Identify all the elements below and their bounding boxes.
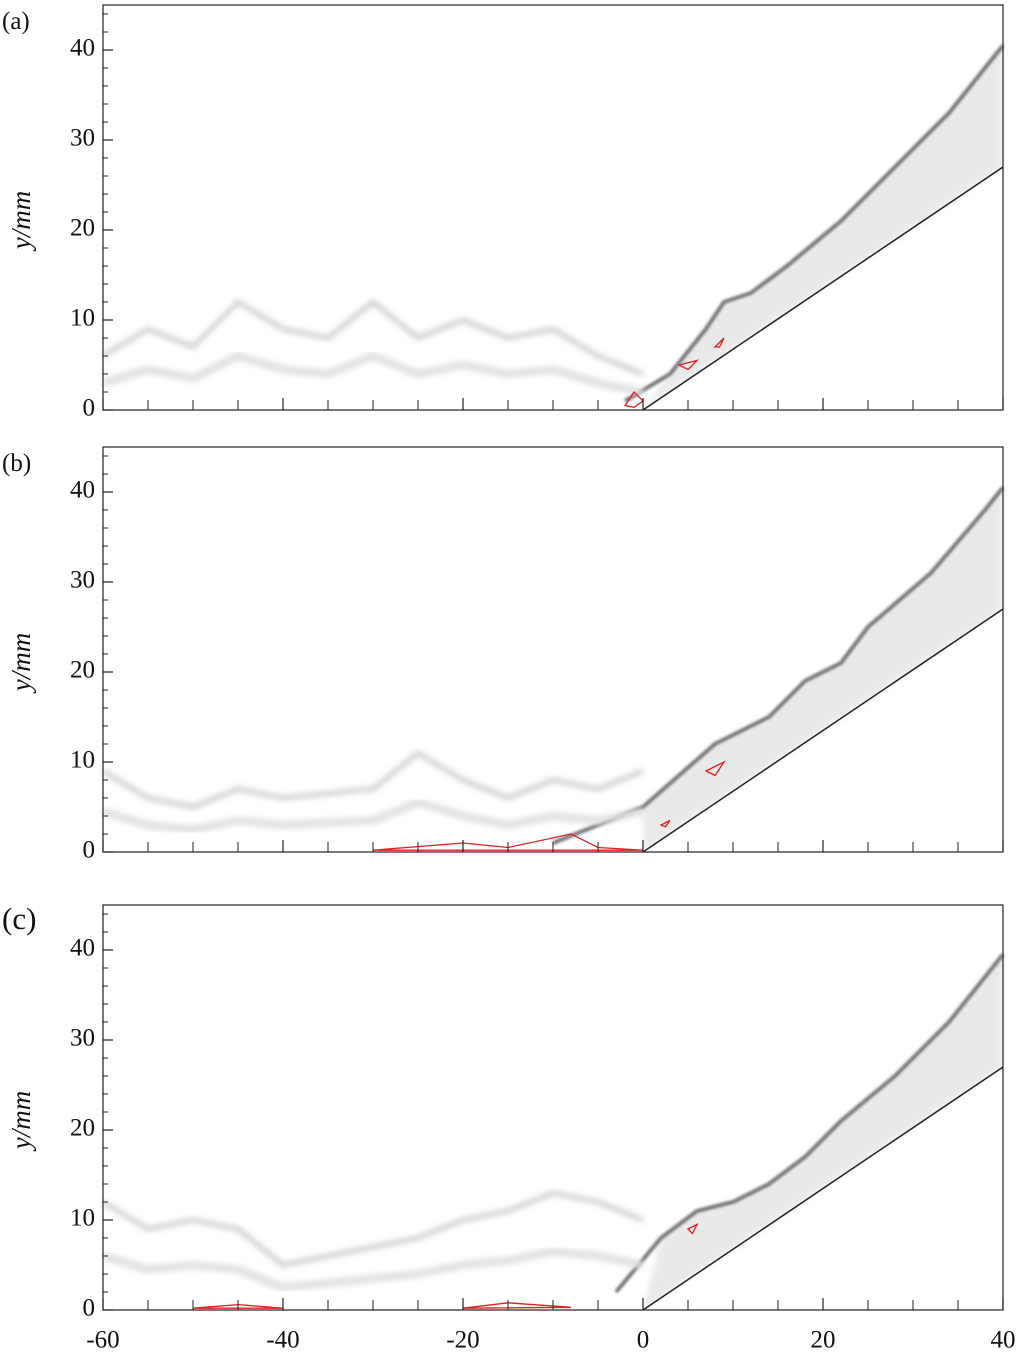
separation-contour [704, 760, 726, 777]
ramp-wall [642, 166, 1004, 411]
shock-layer [643, 45, 1003, 410]
y-tick-label: 30 [70, 567, 95, 594]
y-tick-label: 40 [70, 35, 95, 62]
separation-contour [677, 359, 700, 371]
y-tick-label: 20 [70, 215, 95, 242]
ramp-wall [642, 1066, 1004, 1311]
y-axis-title: y/mm [6, 633, 36, 694]
panel-label: (b) [2, 450, 31, 477]
shock-front [623, 44, 1005, 403]
panel: (a) y/mm 0 10 20 30 40 [2, 4, 1005, 422]
separation-contour [659, 819, 671, 828]
separation-contour [713, 337, 725, 348]
y-tick-label: 10 [70, 305, 95, 332]
y-tick-label: 30 [70, 125, 95, 152]
panel: (c) y/mm 0 10 20 30 40 -60 -40 -20 0 20 40 [2, 901, 1016, 1354]
boundary-layer-edge [101, 351, 644, 396]
boundary-layer-edge [101, 798, 644, 834]
panel-label: (a) [2, 8, 30, 35]
boundary-layer [101, 749, 644, 810]
shock-layer [643, 954, 1003, 1310]
y-tick-label: 40 [70, 477, 95, 504]
x-tick-label: -20 [446, 1327, 479, 1354]
boundary-layer-edge [101, 1247, 644, 1292]
x-tick-label: 40 [991, 1327, 1016, 1354]
ramp-wall [642, 608, 1004, 853]
panel-label: (c) [2, 901, 36, 936]
x-tick-label: -60 [86, 1327, 119, 1354]
y-tick-label: 10 [70, 1205, 95, 1232]
y-tick-label: 40 [70, 935, 95, 962]
panel: (b) y/mm 0 10 20 30 40 [2, 446, 1005, 864]
x-tick-label: 20 [811, 1327, 836, 1354]
y-tick-label: 20 [70, 657, 95, 684]
y-tick-label: 20 [70, 1115, 95, 1142]
y-tick-label: 0 [83, 1295, 96, 1322]
y-tick-label: 0 [83, 837, 96, 864]
shock-layer [643, 487, 1003, 852]
x-tick-label: -40 [266, 1327, 299, 1354]
y-axis-title: y/mm [6, 191, 36, 252]
shock-front [552, 486, 1005, 845]
y-tick-label: 30 [70, 1025, 95, 1052]
separation-contour [686, 1223, 699, 1235]
boundary-layer [101, 1190, 644, 1268]
boundary-layer [101, 298, 644, 377]
y-tick-label: 10 [70, 747, 95, 774]
separation-contour [462, 1302, 572, 1309]
x-tick-label: 0 [637, 1327, 650, 1354]
y-axis-title: y/mm [6, 1091, 36, 1152]
y-tick-label: 0 [83, 395, 96, 422]
shock-front [614, 953, 1005, 1294]
